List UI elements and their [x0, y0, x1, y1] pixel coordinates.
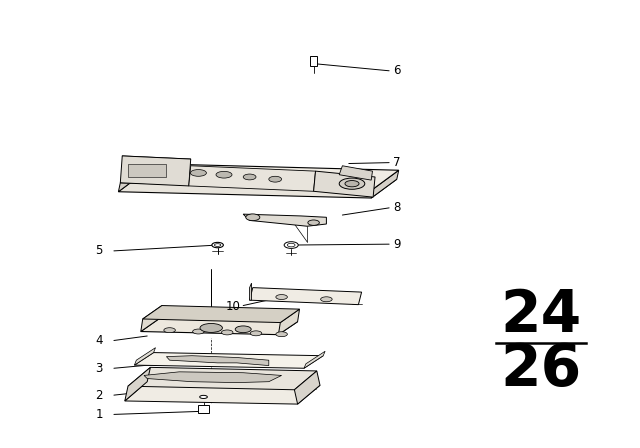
- Ellipse shape: [200, 396, 207, 399]
- Polygon shape: [118, 172, 397, 198]
- Ellipse shape: [276, 295, 287, 300]
- Polygon shape: [294, 371, 320, 404]
- Ellipse shape: [250, 331, 262, 336]
- Bar: [128, 164, 166, 177]
- Text: 6: 6: [393, 64, 401, 78]
- Text: 7: 7: [393, 156, 401, 169]
- Ellipse shape: [191, 169, 206, 177]
- Polygon shape: [134, 353, 323, 368]
- Ellipse shape: [345, 181, 359, 187]
- Ellipse shape: [339, 178, 365, 190]
- Polygon shape: [278, 309, 300, 335]
- Polygon shape: [143, 306, 300, 323]
- Polygon shape: [141, 318, 298, 335]
- Ellipse shape: [321, 297, 332, 302]
- Polygon shape: [250, 288, 362, 305]
- Text: 10: 10: [226, 300, 241, 314]
- Ellipse shape: [164, 328, 175, 332]
- Polygon shape: [304, 351, 325, 368]
- Bar: [198, 405, 209, 413]
- Polygon shape: [120, 156, 191, 186]
- Ellipse shape: [243, 174, 256, 180]
- Ellipse shape: [236, 326, 252, 332]
- Polygon shape: [250, 283, 252, 300]
- Text: 24: 24: [500, 287, 581, 345]
- Ellipse shape: [276, 332, 287, 337]
- Polygon shape: [120, 164, 399, 189]
- Polygon shape: [189, 166, 316, 191]
- Text: 1: 1: [95, 408, 103, 421]
- Polygon shape: [134, 348, 156, 365]
- Ellipse shape: [287, 243, 295, 247]
- Text: 9: 9: [393, 237, 401, 251]
- Ellipse shape: [308, 220, 319, 225]
- Text: 8: 8: [393, 201, 401, 215]
- Text: 4: 4: [95, 334, 103, 347]
- Polygon shape: [118, 164, 146, 192]
- Ellipse shape: [193, 329, 204, 334]
- Text: 3: 3: [95, 362, 103, 375]
- Polygon shape: [314, 171, 375, 197]
- Polygon shape: [166, 356, 269, 366]
- Text: 2: 2: [95, 388, 103, 402]
- Ellipse shape: [284, 242, 298, 248]
- Ellipse shape: [221, 330, 233, 335]
- Text: 26: 26: [500, 341, 581, 398]
- Ellipse shape: [200, 323, 223, 332]
- Ellipse shape: [214, 244, 221, 246]
- Polygon shape: [141, 306, 162, 332]
- Bar: [310, 56, 317, 66]
- Polygon shape: [144, 372, 282, 383]
- Ellipse shape: [246, 214, 260, 221]
- Ellipse shape: [269, 177, 282, 182]
- Polygon shape: [339, 166, 372, 180]
- Text: 5: 5: [95, 244, 103, 258]
- Ellipse shape: [212, 242, 223, 248]
- Polygon shape: [125, 382, 320, 404]
- Polygon shape: [243, 214, 326, 226]
- Polygon shape: [371, 170, 399, 198]
- Ellipse shape: [216, 172, 232, 178]
- Polygon shape: [125, 367, 150, 401]
- Polygon shape: [128, 367, 317, 390]
